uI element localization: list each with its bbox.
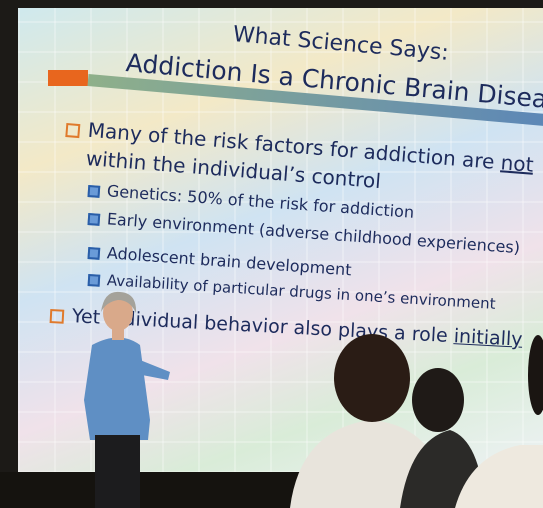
people — [0, 0, 543, 508]
audience — [290, 334, 543, 508]
page: What Science Says: Addiction Is a Chroni… — [0, 0, 543, 508]
